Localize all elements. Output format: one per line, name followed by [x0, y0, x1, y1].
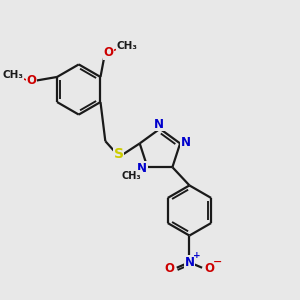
Text: O: O: [26, 74, 37, 87]
Text: CH₃: CH₃: [122, 171, 141, 181]
Text: O: O: [165, 262, 175, 275]
Text: S: S: [114, 147, 124, 161]
Text: N: N: [184, 256, 194, 268]
Text: +: +: [193, 251, 200, 260]
Text: N: N: [137, 162, 147, 175]
Text: N: N: [180, 136, 190, 149]
Text: O: O: [204, 262, 214, 275]
Text: O: O: [103, 46, 113, 59]
Text: CH₃: CH₃: [116, 41, 137, 51]
Text: −: −: [213, 257, 223, 267]
Text: CH₃: CH₃: [3, 70, 24, 80]
Text: N: N: [154, 118, 164, 131]
